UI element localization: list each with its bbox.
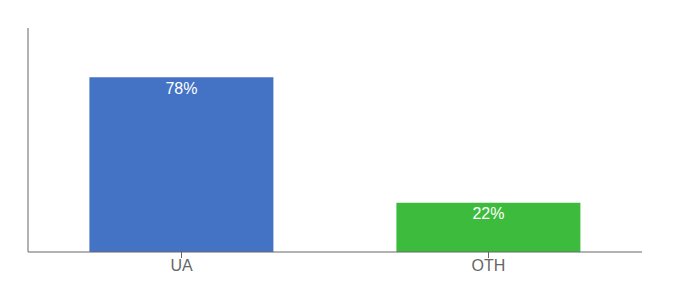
svg-text:22%: 22% [472, 205, 504, 222]
svg-text:UA: UA [170, 257, 193, 274]
svg-text:78%: 78% [165, 80, 197, 97]
svg-text:OTH: OTH [472, 257, 506, 274]
